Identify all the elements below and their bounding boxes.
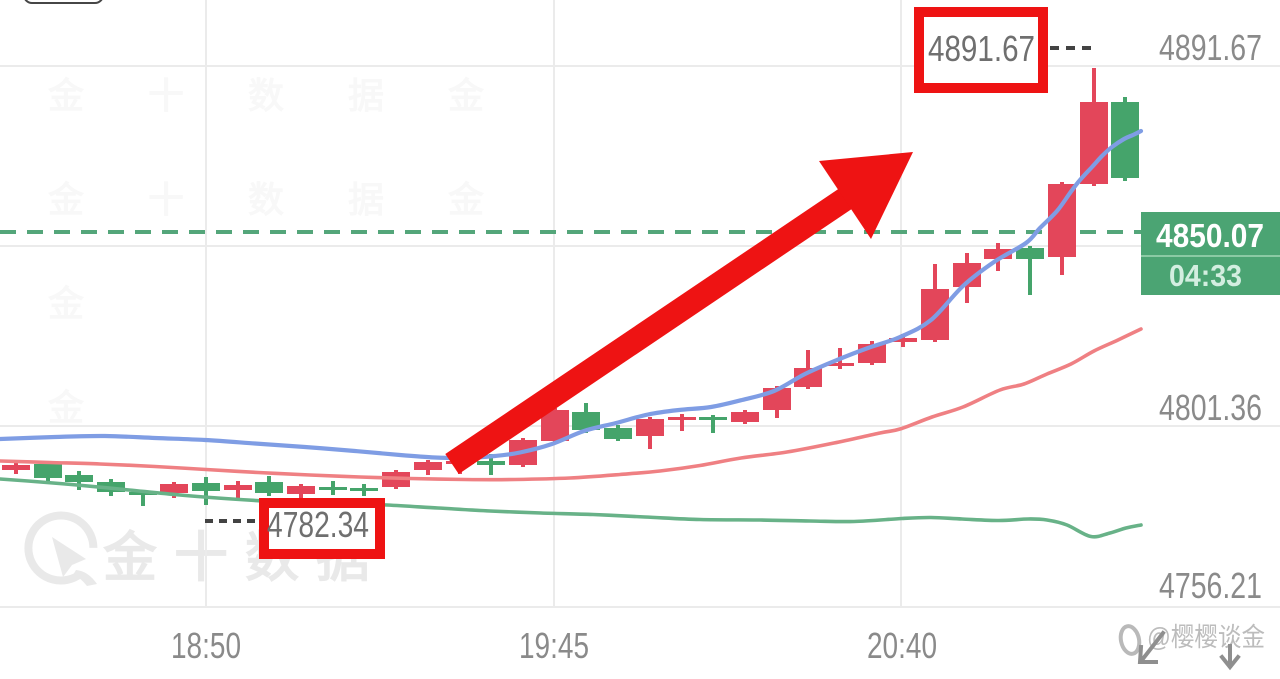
svg-text:20:40: 20:40 <box>867 625 937 666</box>
svg-text:@樱樱谈金: @樱樱谈金 <box>1147 622 1265 652</box>
svg-text:4891.67: 4891.67 <box>1159 27 1262 68</box>
svg-text:@樱樱谈金: @樱樱谈金 <box>1149 624 1267 654</box>
svg-text:4782.34: 4782.34 <box>267 504 369 545</box>
svg-text:金十数据金: 金十数据金 <box>47 179 548 220</box>
svg-text:金十数据金: 金十数据金 <box>47 75 548 116</box>
svg-text:04:33: 04:33 <box>1169 258 1242 293</box>
svg-text:18:50: 18:50 <box>171 625 241 666</box>
svg-text:4850.07: 4850.07 <box>1156 217 1264 254</box>
svg-text:4756.21: 4756.21 <box>1159 565 1262 606</box>
svg-text:金: 金 <box>47 283 85 324</box>
svg-text:19:45: 19:45 <box>519 625 589 666</box>
svg-text:4801.36: 4801.36 <box>1159 387 1262 428</box>
svg-text:金: 金 <box>47 387 85 428</box>
svg-text:4891.67: 4891.67 <box>928 28 1035 69</box>
